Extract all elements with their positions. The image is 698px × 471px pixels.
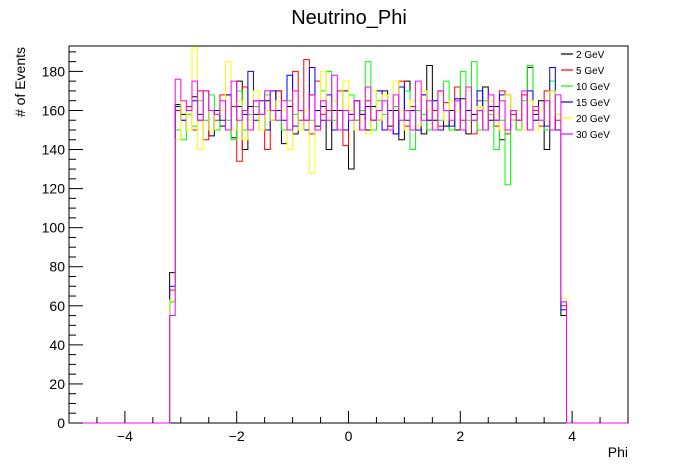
y-axis-label: # of Events (12, 47, 28, 117)
y-tick-label: 20 (49, 376, 65, 392)
y-tick-label: 180 (42, 63, 66, 79)
legend: 2 GeV 5 GeV 10 GeV 15 GeV 20 GeV 30 GeV (561, 50, 610, 141)
series-line-5 (69, 74, 628, 424)
legend-label-4: 20 GeV (576, 114, 610, 125)
y-tick-label: 160 (42, 102, 66, 118)
x-tick-label: 0 (345, 428, 353, 444)
y-tick-label: 40 (49, 337, 65, 353)
y-tick-label: 120 (42, 181, 66, 197)
legend-label-2: 10 GeV (576, 82, 610, 93)
x-tick-label: 2 (456, 428, 464, 444)
y-tick-label: 60 (49, 298, 65, 314)
x-tick-label: 4 (568, 428, 576, 444)
series-line-3 (69, 66, 628, 424)
chart-title: Neutrino_Phi (291, 7, 407, 29)
y-tick-label: 100 (42, 220, 66, 236)
y-tick-label: 0 (57, 415, 65, 431)
x-tick-label: −2 (229, 428, 245, 444)
x-axis-label: Phi (608, 444, 628, 460)
y-tick-label: 140 (42, 142, 66, 158)
legend-label-3: 15 GeV (576, 98, 610, 109)
legend-label-5: 30 GeV (576, 130, 610, 141)
legend-label-1: 5 GeV (576, 66, 605, 77)
y-tick-label: 80 (49, 259, 65, 275)
x-tick-label: −4 (117, 428, 133, 444)
histogram-series (69, 47, 628, 424)
legend-label-0: 2 GeV (576, 50, 605, 61)
